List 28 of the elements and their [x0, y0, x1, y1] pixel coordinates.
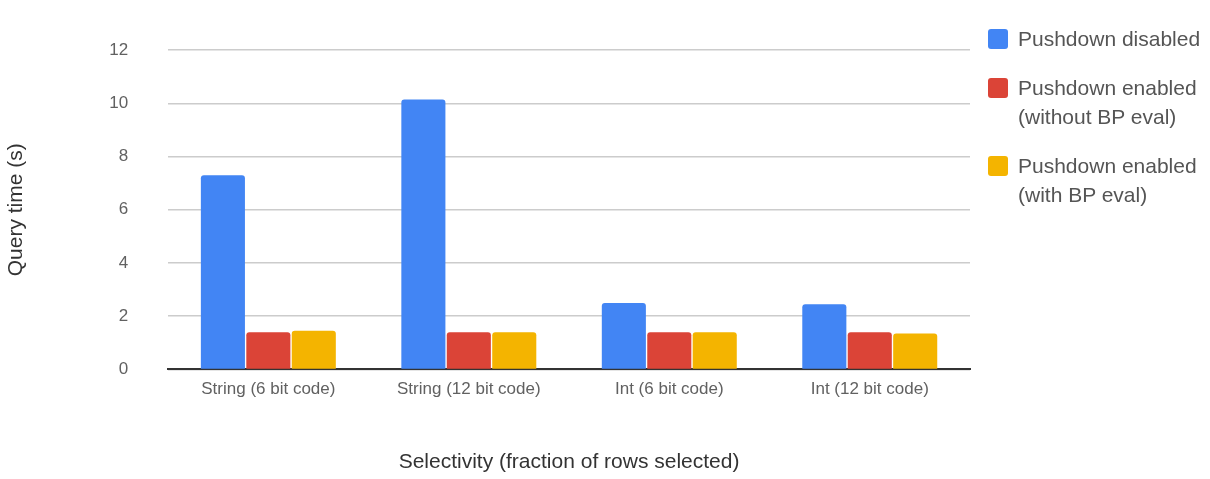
legend-label: Pushdown enabled (without BP eval) [1018, 75, 1198, 130]
y-tick-label: 6 [118, 199, 129, 219]
bar [291, 330, 336, 369]
x-axis-title: Selectivity (fraction of rows selected) [398, 449, 740, 473]
y-axis-title: Query time (s) [3, 143, 27, 277]
bar [200, 175, 245, 369]
bar [692, 332, 737, 369]
bar [601, 302, 646, 369]
x-tick-label: Int (6 bit code) [614, 379, 724, 399]
legend-label: Pushdown enabled (with BP eval) [1018, 153, 1198, 208]
y-tick-label: 0 [118, 359, 129, 379]
bar [401, 99, 446, 369]
bar [847, 332, 892, 369]
y-tick-label: 8 [118, 146, 129, 166]
bar [893, 333, 938, 369]
y-tick-label: 2 [118, 305, 129, 325]
bar [647, 332, 692, 369]
y-tick-label: 10 [109, 93, 129, 113]
bar [802, 304, 847, 369]
x-tick-label: String (6 bit code) [201, 379, 336, 399]
x-tick-label: String (12 bit code) [397, 379, 541, 399]
y-tick-label: 12 [109, 39, 129, 59]
legend-label: Pushdown disabled [1018, 26, 1201, 52]
bar [446, 332, 491, 369]
x-tick-label: Int (12 bit code) [810, 379, 929, 399]
bar [246, 332, 291, 369]
bar [492, 332, 537, 369]
y-tick-label: 4 [118, 252, 129, 272]
